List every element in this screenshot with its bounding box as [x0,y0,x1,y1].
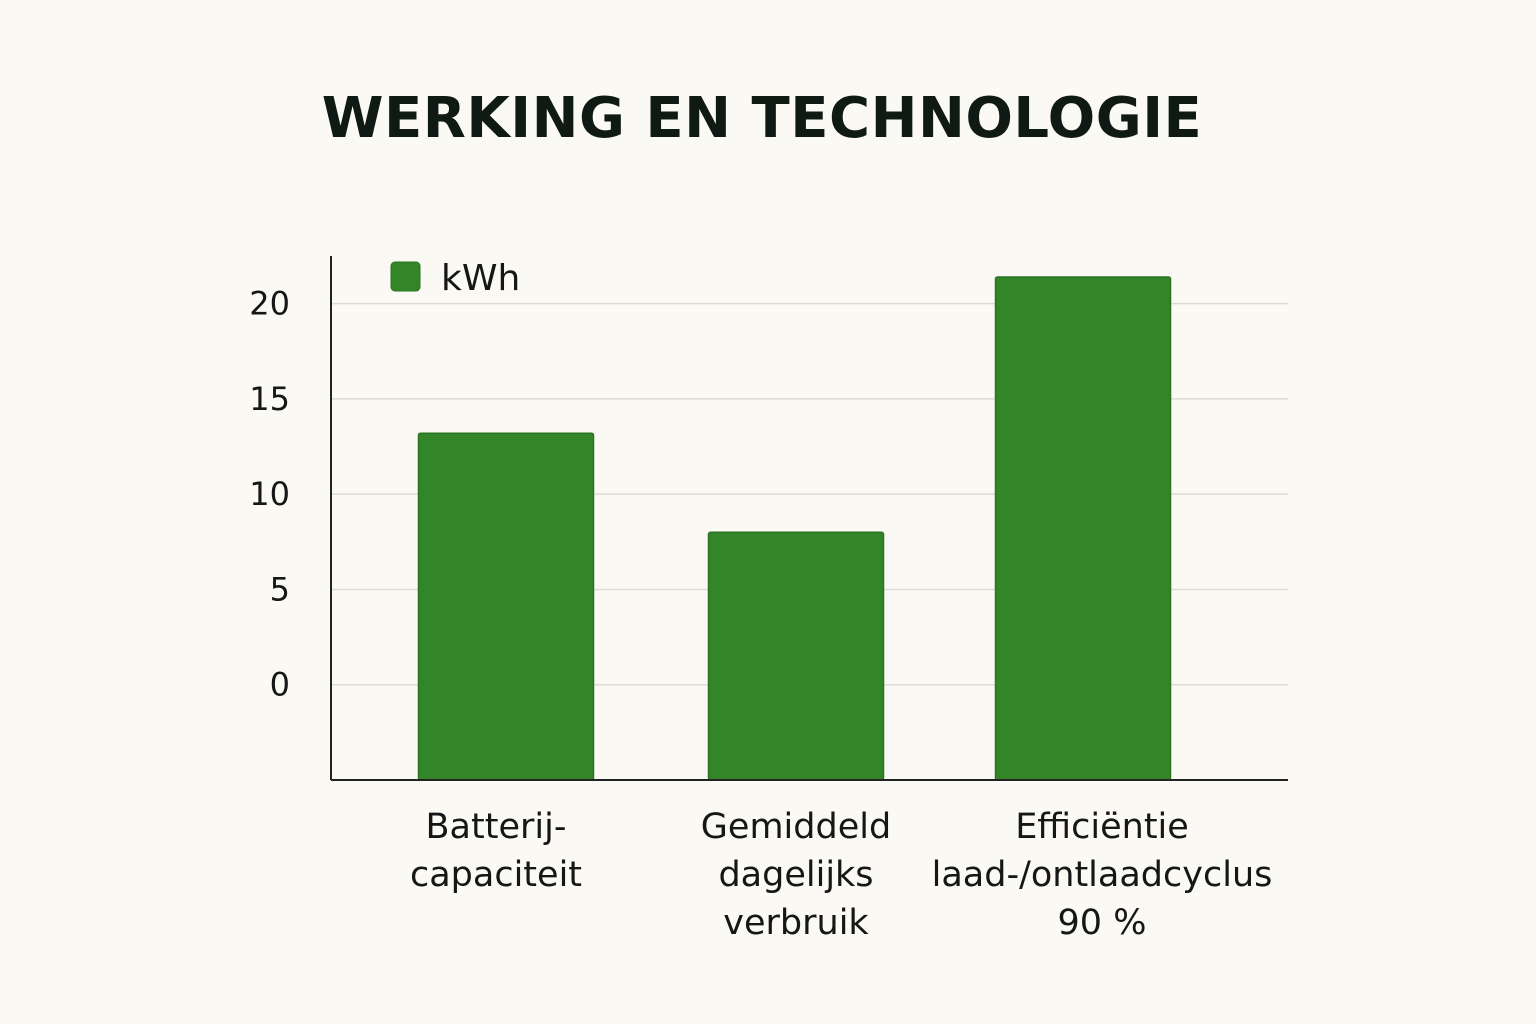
y-tick-label: 0 [270,666,290,704]
chart-title: WERKING EN TECHNOLOGIE [321,86,1203,151]
y-tick-label: 20 [249,285,290,323]
axes [330,256,1288,781]
legend: kWh [390,258,520,299]
y-tick-label: 5 [270,570,290,608]
category-label: Gemiddeld dagelijks verbruik [701,807,891,943]
bar [994,276,1172,781]
legend-swatch [390,261,421,292]
y-tick-labels: 0 5 10 15 20 [249,285,290,704]
legend-label: kWh [441,258,520,299]
bar [707,531,885,781]
category-label: Efficiëntie laad-/ontlaadcyclus 90 % [932,807,1273,943]
category-labels: Batterij-capaciteit Gemiddeld dagelijks ver… [410,807,1272,943]
y-tick-label: 15 [249,380,290,418]
category-label: Batterij-capaciteit [410,807,582,895]
bar [417,432,595,781]
bars [417,276,1172,781]
y-tick-label: 10 [249,475,290,513]
